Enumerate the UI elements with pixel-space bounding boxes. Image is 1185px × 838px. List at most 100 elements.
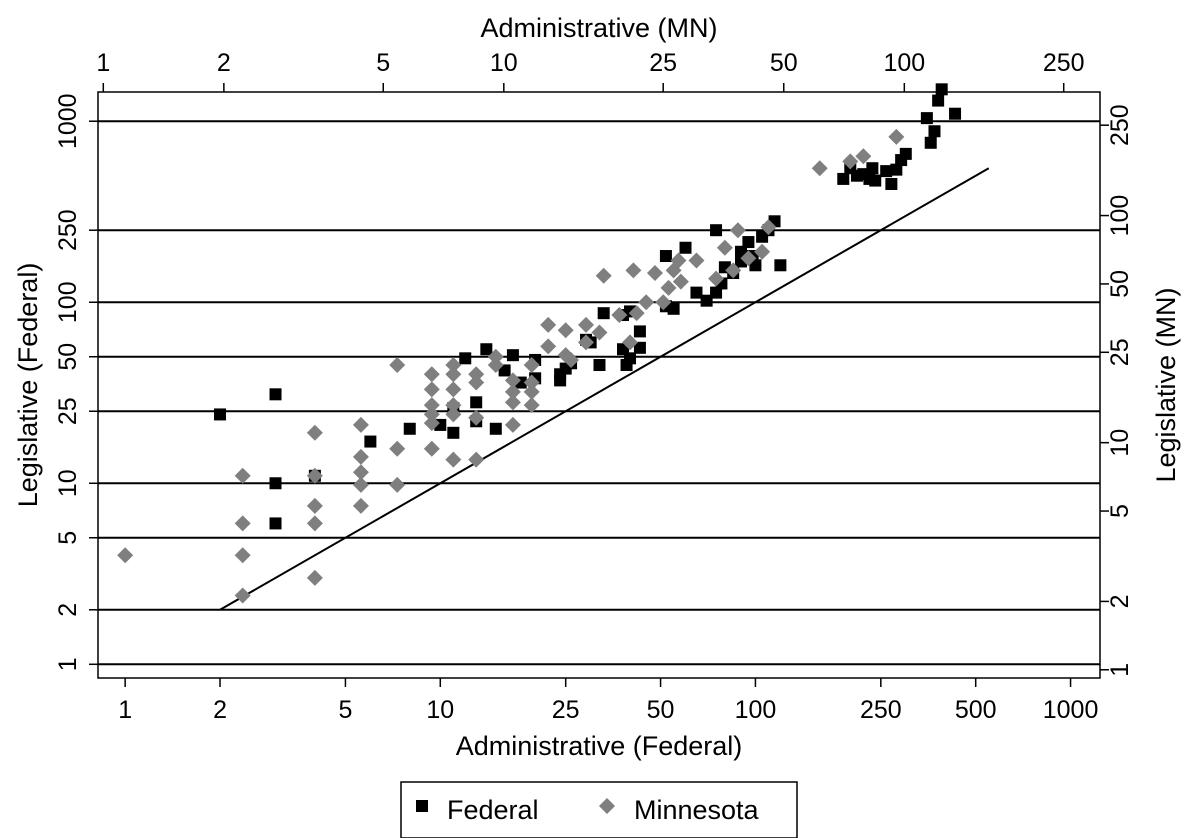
y-left-tick-label: 100 xyxy=(54,281,82,323)
minnesota-point xyxy=(622,334,639,351)
minnesota-point xyxy=(716,239,733,256)
federal-point xyxy=(659,250,672,263)
minnesota-point xyxy=(423,415,440,432)
y-right-tick-label: 25 xyxy=(1106,338,1134,366)
legend-minnesota-label: Minnesota xyxy=(634,795,760,825)
x-bottom-tick-label: 1 xyxy=(118,696,132,724)
minnesota-point xyxy=(423,406,440,423)
minnesota-point xyxy=(389,476,406,493)
y-right-tick-label: 50 xyxy=(1106,270,1134,298)
federal-point xyxy=(690,286,703,299)
x-top-tick-label: 5 xyxy=(376,49,390,77)
federal-point xyxy=(489,422,502,435)
x-bottom-tick-label: 500 xyxy=(955,696,997,724)
federal-point xyxy=(679,241,692,254)
federal-point xyxy=(885,177,898,190)
minnesota-point xyxy=(352,476,369,493)
legend-federal-label: Federal xyxy=(447,795,539,825)
x-bottom-tick-label: 2 xyxy=(213,696,227,724)
minnesota-point xyxy=(423,381,440,398)
minnesota-point xyxy=(504,416,521,433)
federal-point xyxy=(710,224,723,237)
minnesota-point xyxy=(468,374,485,391)
x-bottom-tick-label: 25 xyxy=(552,696,580,724)
federal-point xyxy=(928,125,941,138)
federal-point xyxy=(506,349,519,362)
federal-point xyxy=(869,174,882,187)
minnesota-point xyxy=(504,372,521,389)
federal-point xyxy=(866,162,879,175)
federal-point xyxy=(899,147,912,160)
minnesota-point xyxy=(468,409,485,426)
federal-point xyxy=(924,136,937,149)
minnesota-point xyxy=(591,324,608,341)
minnesota-point xyxy=(754,243,771,260)
minnesota-point xyxy=(117,547,134,564)
minnesota-point xyxy=(352,448,369,465)
minnesota-point xyxy=(725,262,742,279)
federal-point xyxy=(447,426,460,439)
federal-point xyxy=(920,112,933,125)
x-bottom-tick-label: 100 xyxy=(735,696,777,724)
y-right-tick-label: 10 xyxy=(1106,429,1134,457)
y-left-tick-label: 1 xyxy=(54,657,82,671)
federal-point xyxy=(742,236,755,249)
x-bottom-tick-label: 10 xyxy=(426,696,454,724)
federal-point xyxy=(269,477,282,490)
federal-point xyxy=(269,388,282,401)
minnesota-point xyxy=(306,497,323,514)
minnesota-point xyxy=(468,366,485,383)
minnesota-point xyxy=(557,322,574,339)
minnesota-point xyxy=(540,316,557,333)
y-right-tick-label: 1 xyxy=(1106,663,1134,677)
federal-point xyxy=(597,307,610,320)
x-top-tick-label: 1 xyxy=(96,49,110,77)
federal-point xyxy=(459,352,472,365)
minnesota-point xyxy=(423,366,440,383)
federal-point xyxy=(837,172,850,185)
y-left-tick-label: 25 xyxy=(54,397,82,425)
federal-point xyxy=(364,435,377,448)
x-top-tick-label: 25 xyxy=(649,49,677,77)
minnesota-point xyxy=(504,383,521,400)
minnesota-point xyxy=(811,160,828,177)
minnesota-point xyxy=(655,294,672,311)
federal-point xyxy=(710,286,723,299)
federal-point xyxy=(498,364,511,377)
minnesota-point xyxy=(352,497,369,514)
minnesota-point xyxy=(445,406,462,423)
minnesota-point xyxy=(445,366,462,383)
minnesota-point xyxy=(445,357,462,374)
federal-point xyxy=(749,259,762,272)
minnesota-point xyxy=(306,424,323,441)
minnesota-point xyxy=(625,262,642,279)
minnesota-point xyxy=(352,416,369,433)
minnesota-point xyxy=(523,374,540,391)
minnesota-point xyxy=(740,250,757,267)
minnesota-point xyxy=(540,338,557,355)
legend: Federal Minnesota xyxy=(400,781,798,838)
x-top-tick-label: 10 xyxy=(490,49,518,77)
minnesota-point xyxy=(578,316,595,333)
minnesota-point xyxy=(504,394,521,411)
minnesota-point xyxy=(487,357,504,374)
minnesota-point xyxy=(578,334,595,351)
minnesota-point xyxy=(760,219,777,236)
federal-point xyxy=(269,517,282,530)
y-right-tick-label: 250 xyxy=(1106,104,1134,146)
y-axis-title-right: Legislative (MN) xyxy=(1151,287,1181,482)
minnesota-point xyxy=(638,294,655,311)
minnesota-point xyxy=(563,351,580,368)
y-left-tick-label: 1000 xyxy=(54,93,82,149)
minnesota-point xyxy=(672,273,689,290)
y-left-tick-label: 10 xyxy=(54,469,82,497)
federal-point xyxy=(633,341,646,354)
federal-point xyxy=(667,302,680,315)
legend-minnesota-marker xyxy=(599,798,615,814)
y-right-tick-label: 2 xyxy=(1106,594,1134,608)
federal-point xyxy=(935,83,948,96)
x-top-tick-label: 250 xyxy=(1043,49,1085,77)
minnesota-point xyxy=(708,270,725,287)
x-top-tick-label: 100 xyxy=(883,49,925,77)
